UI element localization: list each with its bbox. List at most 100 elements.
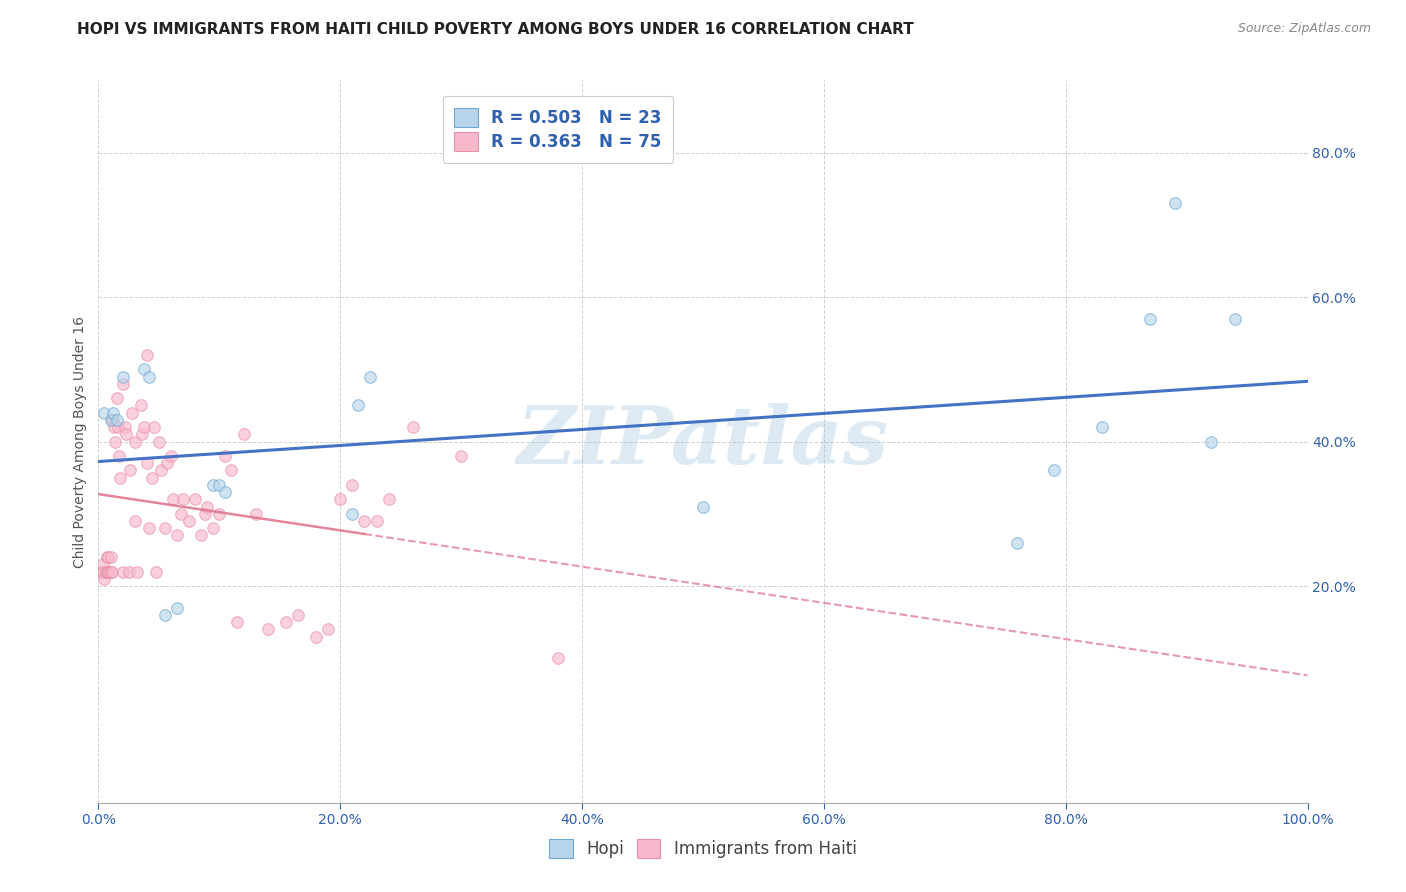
Point	[190, 528, 212, 542]
Point	[91, 565, 114, 579]
Y-axis label: Child Poverty Among Boys Under 16: Child Poverty Among Boys Under 16	[73, 316, 87, 567]
Point	[1091, 420, 1114, 434]
Point	[156, 456, 179, 470]
Point	[214, 485, 236, 500]
Point	[1007, 535, 1029, 549]
Point	[105, 413, 128, 427]
Point	[208, 507, 231, 521]
Point	[148, 434, 170, 449]
Point	[111, 369, 134, 384]
Text: HOPI VS IMMIGRANTS FROM HAITI CHILD POVERTY AMONG BOYS UNDER 16 CORRELATION CHAR: HOPI VS IMMIGRANTS FROM HAITI CHILD POVE…	[77, 22, 914, 37]
Legend: Hopi, Immigrants from Haiti: Hopi, Immigrants from Haiti	[541, 830, 865, 867]
Point	[118, 565, 141, 579]
Point	[316, 623, 339, 637]
Point	[104, 434, 127, 449]
Point	[138, 521, 160, 535]
Point	[162, 492, 184, 507]
Point	[1139, 311, 1161, 326]
Point	[97, 565, 120, 579]
Point	[214, 449, 236, 463]
Point	[226, 615, 249, 630]
Point	[256, 623, 278, 637]
Point	[195, 500, 218, 514]
Point	[93, 406, 115, 420]
Point	[692, 500, 714, 514]
Point	[101, 413, 124, 427]
Point	[342, 478, 364, 492]
Point	[245, 507, 267, 521]
Point	[166, 528, 188, 542]
Point	[402, 420, 425, 434]
Point	[134, 362, 156, 376]
Point	[129, 398, 152, 412]
Point	[100, 413, 122, 427]
Point	[179, 514, 201, 528]
Point	[329, 492, 352, 507]
Point	[450, 449, 472, 463]
Point	[208, 478, 231, 492]
Point	[124, 434, 146, 449]
Text: Source: ZipAtlas.com: Source: ZipAtlas.com	[1237, 22, 1371, 36]
Point	[353, 514, 375, 528]
Point	[153, 607, 176, 622]
Point	[134, 420, 156, 434]
Point	[108, 471, 131, 485]
Point	[93, 572, 115, 586]
Point	[232, 427, 254, 442]
Point	[100, 413, 122, 427]
Point	[169, 507, 191, 521]
Point	[166, 600, 188, 615]
Point	[101, 406, 124, 420]
Point	[105, 391, 128, 405]
Point	[118, 463, 141, 477]
Point	[274, 615, 297, 630]
Point	[121, 406, 143, 420]
Point	[221, 463, 243, 477]
Point	[114, 420, 136, 434]
Point	[97, 550, 120, 565]
Point	[360, 369, 382, 384]
Point	[103, 420, 125, 434]
Point	[100, 550, 122, 565]
Point	[96, 565, 118, 579]
Point	[1223, 311, 1246, 326]
Point	[138, 369, 160, 384]
Point	[1163, 196, 1185, 211]
Point	[124, 514, 146, 528]
Point	[1199, 434, 1222, 449]
Point	[108, 449, 131, 463]
Point	[342, 507, 364, 521]
Point	[1042, 463, 1064, 477]
Point	[135, 456, 157, 470]
Point	[107, 420, 129, 434]
Point	[377, 492, 399, 507]
Point	[366, 514, 388, 528]
Point	[153, 521, 176, 535]
Point	[94, 565, 117, 579]
Point	[202, 478, 225, 492]
Point	[91, 558, 114, 572]
Point	[172, 492, 194, 507]
Point	[91, 565, 114, 579]
Point	[547, 651, 569, 665]
Point	[135, 348, 157, 362]
Point	[98, 565, 121, 579]
Point	[111, 376, 134, 391]
Point	[202, 521, 225, 535]
Point	[111, 565, 134, 579]
Point	[287, 607, 309, 622]
Point	[141, 471, 163, 485]
Point	[145, 565, 167, 579]
Point	[100, 565, 122, 579]
Text: ZIPatlas: ZIPatlas	[517, 403, 889, 480]
Point	[115, 427, 138, 442]
Point	[305, 630, 328, 644]
Point	[96, 550, 118, 565]
Point	[127, 565, 149, 579]
Point	[194, 507, 217, 521]
Point	[184, 492, 207, 507]
Point	[143, 420, 166, 434]
Point	[100, 565, 122, 579]
Point	[150, 463, 173, 477]
Point	[347, 398, 370, 412]
